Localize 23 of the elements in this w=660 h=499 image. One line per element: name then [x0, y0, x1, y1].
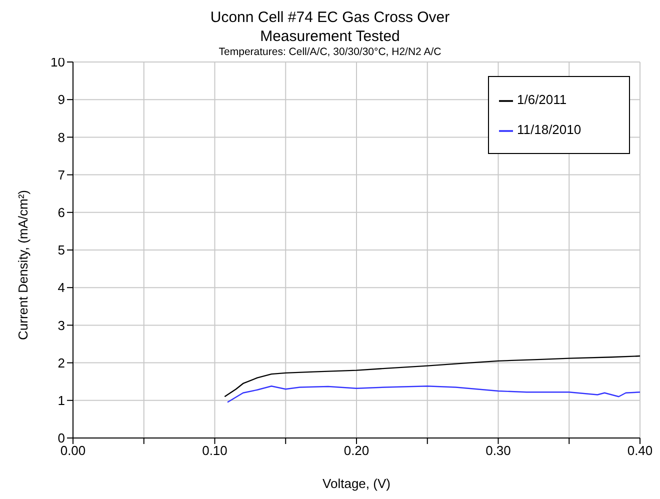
- y-tick-label: 4: [58, 280, 65, 296]
- y-tick-label: 0: [58, 430, 65, 446]
- y-tick-label: 3: [58, 318, 65, 333]
- chart-subtitle: Temperatures: Cell/A/C, 30/30/30°C, H2/N2 A/C: [218, 46, 442, 58]
- line-series: [226, 386, 640, 403]
- x-tick-label: 0.00: [60, 443, 86, 458]
- x-axis-title: Voltage, (V): [322, 476, 390, 491]
- y-tick-label: 2: [58, 355, 65, 370]
- y-tick-label: 6: [58, 205, 65, 220]
- y-tick-label: 1: [58, 393, 65, 408]
- chart-title: Uconn Cell #74 EC Gas Cross Over Measurement Tested: [209, 8, 451, 46]
- x-tick-label: 0.40: [627, 443, 653, 458]
- legend-label: 1/6/2011: [517, 92, 567, 107]
- y-axis-title: Current Density, (mA/cm²): [16, 190, 31, 340]
- y-tick-label: 7: [58, 167, 65, 182]
- x-tick-label: 0.30: [486, 443, 511, 458]
- y-tick-label: 8: [58, 130, 65, 145]
- y-tick-label: 5: [58, 242, 65, 258]
- x-tick-label: 0.20: [344, 443, 370, 458]
- line-series: [224, 355, 640, 398]
- legend-label: 11/18/2010: [517, 122, 582, 137]
- x-tick-label: 0.10: [202, 443, 228, 458]
- y-tick-label: 9: [58, 92, 65, 108]
